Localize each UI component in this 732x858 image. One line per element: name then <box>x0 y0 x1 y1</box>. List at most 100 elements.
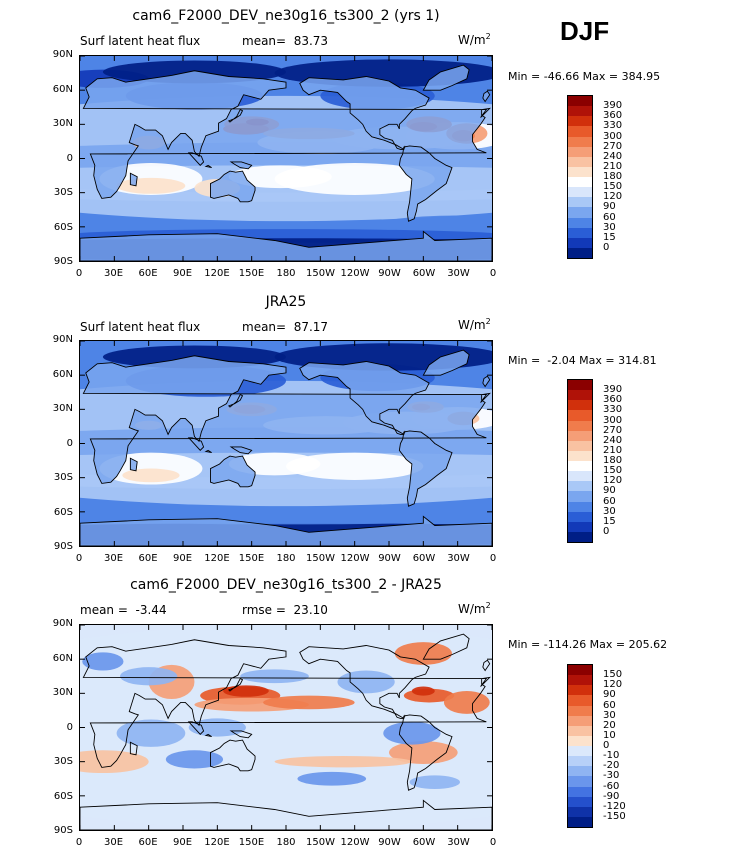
field-region <box>223 685 269 697</box>
field-region <box>188 718 246 737</box>
field-region <box>165 750 224 769</box>
panel-2-mean: mean= 87.17 <box>242 320 329 334</box>
colorbar-label: 360 <box>603 110 623 122</box>
lon-tick-label: 180 <box>276 268 296 279</box>
lat-tick-label: 30N <box>52 403 73 414</box>
land-field <box>399 145 452 222</box>
coastline <box>398 430 453 507</box>
colorbar-label: 270 <box>603 140 623 152</box>
colorbar-segment <box>568 237 592 248</box>
lat-tick-label: 0 <box>66 437 73 449</box>
lon-tick-label: 90E <box>172 837 193 848</box>
lon-tick-label: 150E <box>238 837 265 848</box>
colorbar-segment <box>568 796 592 807</box>
lon-tick-label: 150E <box>238 553 265 564</box>
panel-2-map <box>79 340 493 547</box>
colorbar-label: 120 <box>603 191 623 203</box>
field-region <box>383 721 441 745</box>
lon-tick-label: 180 <box>276 553 296 564</box>
colorbar-label: -90 <box>603 790 620 802</box>
lon-tick-label: 0 <box>75 837 83 848</box>
lon-tick-label: 30E <box>103 268 124 279</box>
land-field <box>83 70 490 199</box>
colorbar-segment <box>568 511 592 522</box>
panel-2-units: W/m2 <box>458 317 491 332</box>
panel-3-units: W/m2 <box>458 601 491 616</box>
colorbar-label: 60 <box>603 211 616 223</box>
field-region <box>116 177 186 194</box>
panel-3-map <box>79 624 493 831</box>
colorbar-label: -20 <box>603 760 620 772</box>
coastline <box>187 152 205 166</box>
coastline <box>482 90 491 103</box>
lat-tick-label: 30S <box>53 187 73 198</box>
coastline <box>229 161 253 170</box>
lon-tick-label: 60E <box>138 837 158 848</box>
colorbar-segment <box>568 116 592 127</box>
panel-2-colorbar <box>567 379 593 543</box>
coastline <box>129 172 138 187</box>
coastline <box>422 349 470 376</box>
field-region <box>80 750 149 774</box>
lat-tick-label: 30N <box>52 687 73 698</box>
colorbar-label: 360 <box>603 394 623 406</box>
colorbar-segment <box>568 247 592 258</box>
land-field <box>130 173 138 186</box>
lon-tick-label: 150W <box>306 268 335 279</box>
colorbar-segment <box>568 685 592 696</box>
lat-tick-label: 0 <box>66 152 73 164</box>
coastline <box>210 455 256 488</box>
colorbar-label: 390 <box>603 100 623 112</box>
lon-tick-label: 0 <box>75 268 83 279</box>
panel-1-colorbar <box>567 95 593 259</box>
lat-tick-label: 30S <box>53 472 73 483</box>
coastline <box>398 714 453 791</box>
lon-tick-label: 90E <box>172 268 193 279</box>
colorbar-segment <box>568 766 592 777</box>
lon-tick-label: 0 <box>489 268 497 279</box>
lon-tick-label: 90E <box>172 553 193 564</box>
panel-1-units: W/m2 <box>458 32 491 47</box>
colorbar-segment <box>568 106 592 117</box>
colorbar-label: 300 <box>603 414 623 426</box>
coastline <box>204 733 212 738</box>
colorbar-label: 210 <box>603 444 623 456</box>
field-region <box>240 669 309 684</box>
colorbar-segment <box>568 156 592 167</box>
colorbar-label: 120 <box>603 475 623 487</box>
lat-tick-label: 60S <box>53 221 73 233</box>
land-field <box>130 458 138 471</box>
colorbar-label: 300 <box>603 130 623 142</box>
colorbar-label: 210 <box>603 160 623 172</box>
lon-tick-label: 60E <box>138 268 158 279</box>
lat-tick-label: 60N <box>52 83 73 95</box>
colorbar-segment <box>568 146 592 157</box>
coastline <box>299 76 430 151</box>
field-region <box>394 642 452 665</box>
panel-3-mean: mean = -3.44 <box>80 603 167 617</box>
colorbar-segment <box>568 675 592 686</box>
colorbar-segment <box>568 136 592 147</box>
field-region <box>82 652 124 671</box>
lon-tick-label: 60W <box>412 837 436 848</box>
lon-tick-label: 120W <box>340 553 370 564</box>
lat-tick-label: 90S <box>53 825 73 836</box>
field-region <box>116 719 186 747</box>
colorbar-segment <box>568 420 592 431</box>
coastline <box>204 164 212 169</box>
land-field <box>80 516 492 546</box>
colorbar-segment <box>568 521 592 532</box>
colorbar-segment <box>568 177 592 188</box>
colorbar-label: 150 <box>603 181 623 193</box>
lon-tick-label: 120W <box>340 837 370 848</box>
coastline <box>482 375 491 388</box>
colorbar-label: 330 <box>603 404 623 416</box>
lon-tick-label: 30W <box>447 553 470 564</box>
colorbar-label: 330 <box>603 120 623 132</box>
land-field <box>80 231 492 261</box>
colorbar-label: 15 <box>603 231 616 243</box>
colorbar-label: 90 <box>603 201 616 213</box>
colorbar-segment <box>568 207 592 218</box>
season-label: DJF <box>560 16 610 46</box>
lon-tick-label: 30W <box>447 268 470 279</box>
